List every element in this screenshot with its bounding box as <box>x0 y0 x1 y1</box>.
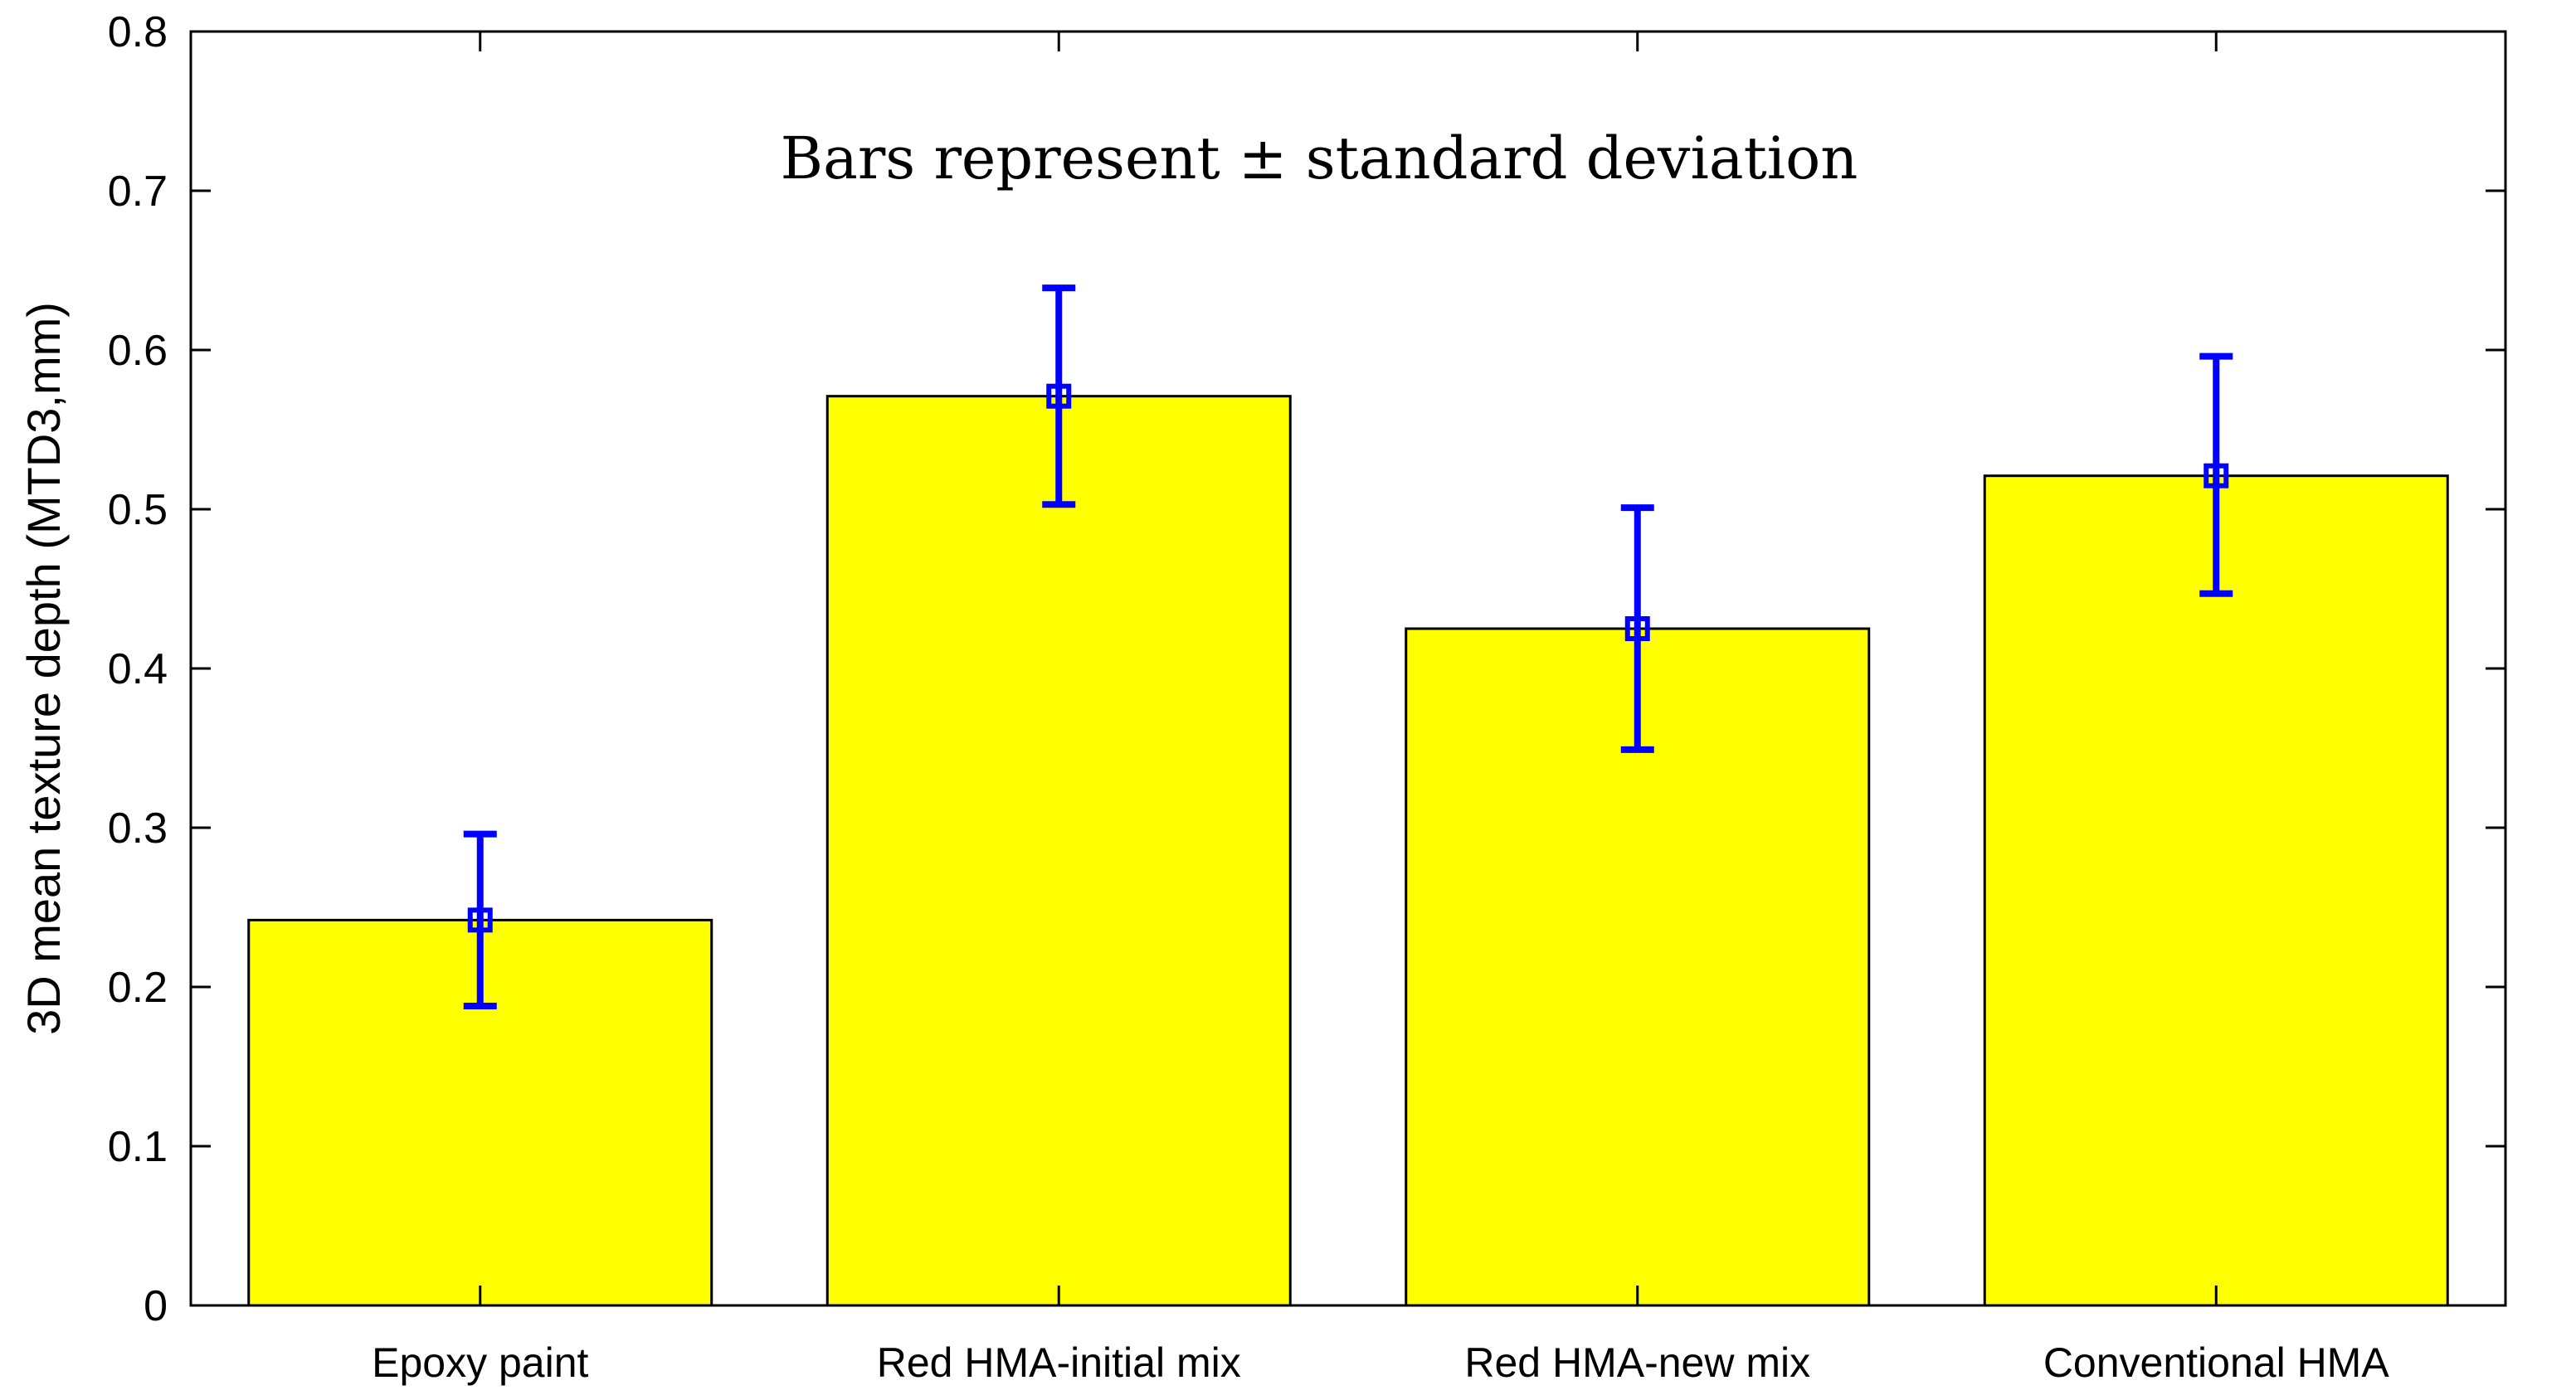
y-tick-label: 0 <box>144 1282 168 1330</box>
error-bars-layer <box>463 284 2233 1010</box>
mean-marker-3 <box>1624 616 1650 641</box>
y-tick-label: 0.8 <box>108 8 168 56</box>
ticks-layer: 0 0.1 0.2 0.3 0.4 0.5 0.6 0.7 0.8 Epoxy paint Red … <box>108 8 2505 1386</box>
y-tick-label: 0.1 <box>108 1123 168 1171</box>
x-tick-label: Conventional HMA <box>2043 1339 2390 1386</box>
chart-annotation: Bars represent ± standard deviation <box>781 124 1858 192</box>
y-tick-label: 0.5 <box>108 486 168 534</box>
y-tick-label: 0.2 <box>108 964 168 1012</box>
y-tick-label: 0.7 <box>108 168 168 216</box>
y-tick-label: 0.3 <box>108 804 168 853</box>
x-tick-label: Red HMA-new mix <box>1464 1339 1810 1386</box>
x-tick-label: Red HMA-initial mix <box>877 1339 1241 1386</box>
mean-marker-4 <box>2203 463 2229 488</box>
bar-4 <box>1983 474 2449 1307</box>
y-tick-label: 0.6 <box>108 327 168 375</box>
bar-2 <box>825 395 1292 1307</box>
mean-marker-1 <box>467 907 493 933</box>
y-axis-title: 3D mean texture depth (MTD3,mm) <box>17 302 70 1035</box>
y-tick-label: 0.4 <box>108 645 168 693</box>
mean-marker-2 <box>1046 383 1072 409</box>
x-tick-label: Epoxy paint <box>372 1339 588 1386</box>
